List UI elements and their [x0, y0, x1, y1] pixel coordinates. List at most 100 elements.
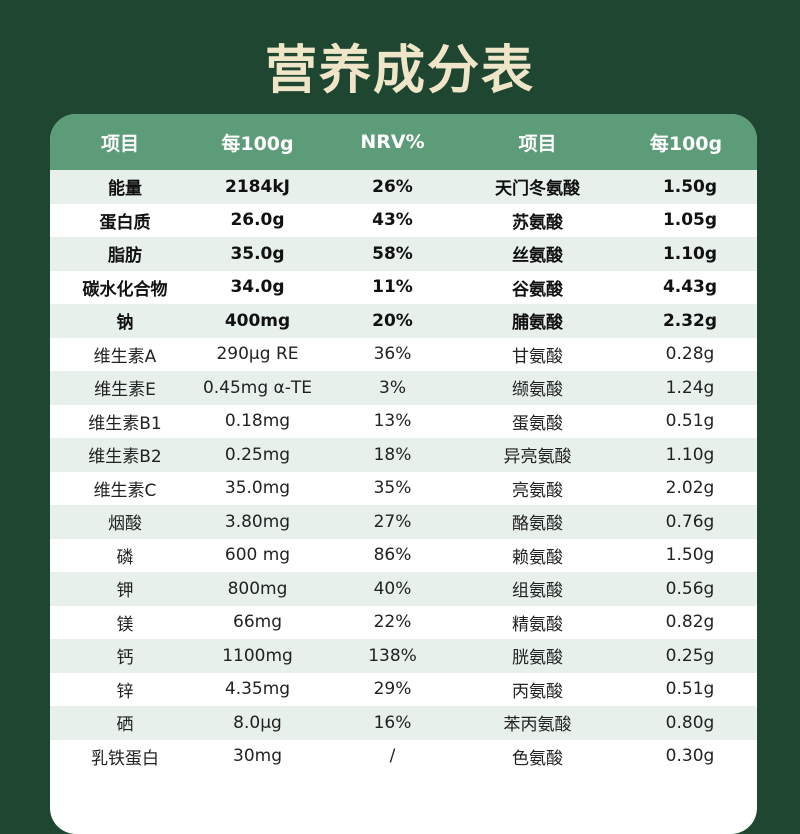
nutrient-name: 蛋白质 [99, 212, 151, 233]
nutrient-amount: 0.45mg α-TE [202, 377, 313, 398]
nutrient-name: 维生素B2 [88, 447, 162, 468]
amino-name: 脯氨酸 [512, 313, 563, 334]
nutrient-amount: 4.35mg [224, 679, 291, 700]
table-row: 钾 800mg 40% 组氨酸 0.56g [50, 572, 757, 606]
amino-amount: 1.50g [662, 176, 718, 197]
table-row: 维生素E 0.45mg α-TE 3% 缬氨酸 1.24g [50, 371, 757, 405]
nutrient-amount: 35.0g [230, 243, 285, 264]
amino-name: 苯丙氨酸 [503, 715, 572, 736]
amino-name: 异亮氨酸 [503, 447, 572, 468]
nutrient-nrv: 3% [379, 377, 406, 398]
nutrient-amount: 35.0mg [224, 478, 291, 499]
table-row: 钙 1100mg 138% 胱氨酸 0.25g [50, 639, 757, 673]
amino-amount: 1.50g [665, 545, 715, 566]
nutrient-amount: 30mg [233, 746, 282, 767]
amino-amount: 0.51g [665, 679, 715, 700]
table-row: 能量 2184kJ 26% 天门冬氨酸 1.50g [50, 170, 757, 204]
nutrient-amount: 34.0g [230, 277, 285, 298]
amino-amount: 2.32g [662, 310, 718, 331]
nutrient-name: 磷 [116, 547, 134, 568]
amino-amount: 0.80g [665, 712, 715, 733]
nutrient-amount: 400mg [224, 310, 291, 331]
table-row: 维生素A 290μg RE 36% 甘氨酸 0.28g [50, 338, 757, 372]
page-title: 营养成分表 [264, 41, 535, 101]
amino-amount: 0.28g [665, 344, 715, 365]
amino-amount: 0.30g [665, 746, 715, 767]
amino-name: 色氨酸 [512, 748, 563, 769]
nutrient-nrv: 40% [373, 578, 412, 599]
amino-amount: 0.82g [665, 612, 715, 633]
header-amino-item: 项目 [518, 132, 557, 155]
nutrient-nrv: 58% [372, 243, 413, 264]
table-row: 磷 600 mg 86% 赖氨酸 1.50g [50, 539, 757, 573]
table-row: 钠 400mg 20% 脯氨酸 2.32g [50, 304, 757, 338]
nutrient-nrv: 86% [373, 545, 412, 566]
nutrient-amount: 2184kJ [225, 176, 290, 197]
amino-name: 苏氨酸 [512, 212, 563, 233]
table-header: 项目 每100g NRV% 项目 每100g [50, 114, 757, 170]
amino-name: 丙氨酸 [512, 681, 563, 702]
nutrient-nrv: 43% [372, 210, 413, 231]
nutrition-table: 项目 每100g NRV% 项目 每100g 能量 2184kJ 26% 天门冬… [50, 114, 757, 834]
nutrient-nrv: 35% [373, 478, 412, 499]
amino-amount: 4.43g [662, 277, 718, 298]
nutrient-nrv: 11% [372, 277, 413, 298]
table-row: 烟酸 3.80mg 27% 酪氨酸 0.76g [50, 505, 757, 539]
nutrient-name: 乳铁蛋白 [91, 748, 159, 769]
nutrient-amount: 800mg [227, 578, 288, 599]
table-row: 硒 8.0μg 16% 苯丙氨酸 0.80g [50, 706, 757, 740]
amino-name: 缬氨酸 [512, 380, 563, 401]
nutrient-name: 钠 [116, 313, 134, 334]
nutrient-nrv: 36% [373, 344, 412, 365]
amino-amount: 0.25g [665, 645, 715, 666]
nutrient-amount: 66mg [233, 612, 282, 633]
nutrient-name: 维生素C [93, 480, 157, 501]
nutrient-nrv: 27% [373, 511, 412, 532]
nutrient-name: 碳水化合物 [82, 279, 168, 300]
nutrient-name: 钾 [116, 581, 134, 602]
table-row: 碳水化合物 34.0g 11% 谷氨酸 4.43g [50, 271, 757, 305]
amino-name: 蛋氨酸 [512, 413, 563, 434]
amino-name: 天门冬氨酸 [495, 179, 580, 200]
nutrient-nrv: 13% [373, 411, 412, 432]
nutrient-amount: 3.80mg [224, 511, 291, 532]
amino-name: 丝氨酸 [512, 246, 563, 267]
nutrient-amount: 0.25mg [224, 444, 291, 465]
amino-name: 胱氨酸 [512, 648, 563, 669]
amino-amount: 1.10g [662, 243, 718, 264]
nutrient-name: 脂肪 [108, 246, 142, 267]
nutrient-nrv: 29% [373, 679, 412, 700]
nutrient-amount: 600 mg [224, 545, 291, 566]
amino-name: 酪氨酸 [512, 514, 563, 535]
header-item: 项目 [100, 132, 139, 155]
nutrient-nrv: 22% [373, 612, 412, 633]
nutrient-name: 硒 [116, 715, 134, 736]
amino-name: 精氨酸 [512, 614, 563, 635]
amino-amount: 0.51g [665, 411, 715, 432]
nutrient-amount: 1100mg [222, 645, 293, 666]
table-row: 维生素B2 0.25mg 18% 异亮氨酸 1.10g [50, 438, 757, 472]
nutrient-name: 维生素B1 [88, 413, 162, 434]
nutrient-name: 烟酸 [108, 514, 142, 535]
nutrient-amount: 26.0g [230, 210, 285, 231]
nutrient-amount: 0.18mg [224, 411, 291, 432]
nutrient-amount: 8.0μg [233, 712, 282, 733]
amino-name: 组氨酸 [512, 581, 563, 602]
nutrient-nrv: 20% [372, 310, 413, 331]
nutrient-name: 镁 [116, 614, 134, 635]
table-row: 镁 66mg 22% 精氨酸 0.82g [50, 606, 757, 640]
amino-name: 谷氨酸 [512, 279, 563, 300]
table-row: 脂肪 35.0g 58% 丝氨酸 1.10g [50, 237, 757, 271]
amino-amount: 1.05g [662, 210, 718, 231]
nutrient-name: 钙 [116, 648, 134, 669]
amino-amount: 1.24g [665, 377, 715, 398]
nutrient-nrv: 138% [368, 645, 417, 666]
table-row: 维生素C 35.0mg 35% 亮氨酸 2.02g [50, 472, 757, 506]
amino-amount: 0.56g [665, 578, 715, 599]
nutrient-name: 锌 [116, 681, 134, 702]
nutrient-nrv: 18% [373, 444, 412, 465]
table-row: 蛋白质 26.0g 43% 苏氨酸 1.05g [50, 204, 757, 238]
nutrient-nrv: 16% [373, 712, 412, 733]
nutrient-nrv: / [389, 746, 396, 767]
table-row: 维生素B1 0.18mg 13% 蛋氨酸 0.51g [50, 405, 757, 439]
